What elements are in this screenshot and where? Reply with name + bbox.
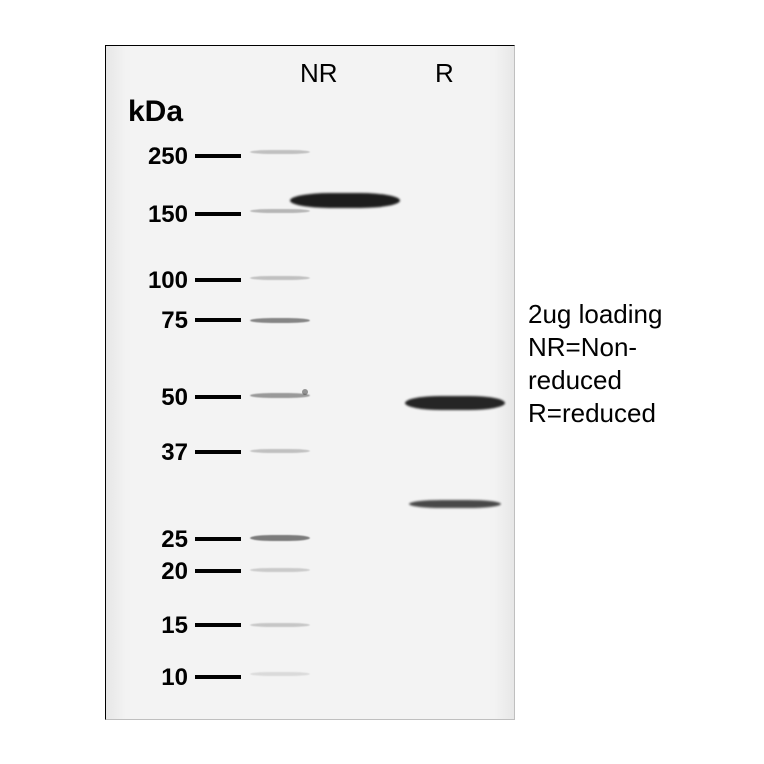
tick-mark [195,537,241,541]
tick-label: 250 [128,143,188,171]
tick-mark [195,318,241,322]
tick-label: 37 [128,439,188,467]
ladder-band [250,150,310,154]
tick-mark [195,569,241,573]
legend-line: 2ug loading [528,298,662,331]
tick-label: 75 [128,307,188,335]
axis-title-kda: kDa [128,95,183,129]
tick-label: 10 [128,664,188,692]
tick-label: 50 [128,384,188,412]
ladder-band [250,623,310,627]
tick-mark [195,212,241,216]
gel-shade-left [106,46,126,719]
tick-mark [195,154,241,158]
tick-mark [195,450,241,454]
gel-spot [302,389,308,395]
gel-shade-right [494,46,514,719]
ladder-band [250,568,310,572]
tick-mark [195,395,241,399]
ladder-band [250,318,310,323]
tick-mark [195,623,241,627]
legend-line: reduced [528,364,662,397]
sample-band-r [405,396,505,410]
tick-mark [195,278,241,282]
gel-figure: kDa 250 150 100 75 50 37 25 20 15 10 NR R 2ug loading… [0,0,764,764]
tick-label: 100 [128,267,188,295]
sample-band-r [409,500,501,508]
tick-mark [195,675,241,679]
lane-label-r: R [435,58,454,89]
tick-label: 25 [128,526,188,554]
ladder-band [250,535,310,541]
legend-line: NR=Non- [528,331,662,364]
tick-label: 20 [128,558,188,586]
ladder-band [250,449,310,453]
ladder-band [250,209,310,213]
figure-legend: 2ug loadingNR=Non-reducedR=reduced [528,298,662,430]
ladder-band [250,393,310,398]
tick-label: 150 [128,201,188,229]
ladder-band [250,276,310,280]
lane-label-nr: NR [300,58,338,89]
ladder-band [250,672,310,676]
tick-label: 15 [128,612,188,640]
sample-band-nr [290,193,400,208]
legend-line: R=reduced [528,397,662,430]
